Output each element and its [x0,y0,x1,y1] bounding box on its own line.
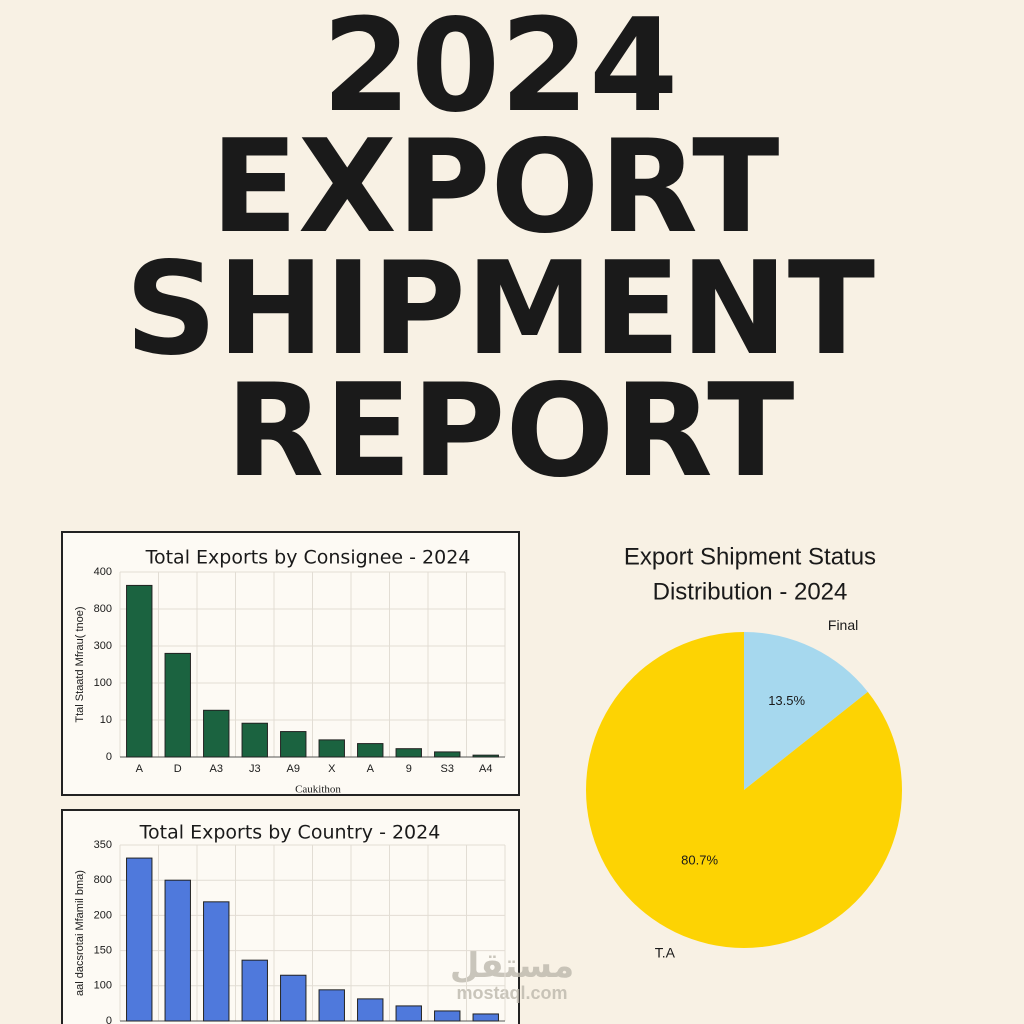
bar [357,998,384,1022]
value-label: 80.7% [681,853,718,868]
y-tick-label: 350 [94,839,112,851]
bar [241,959,268,1022]
bar [395,748,422,758]
y-tick-label: 800 [94,874,112,886]
bar [318,989,345,1022]
bar [241,722,268,758]
bar [280,731,307,758]
y-tick-label: 800 [94,603,112,615]
value-label: 13.5% [768,693,805,708]
bar [434,751,461,758]
chart-title: Distribution - 2024 [653,578,848,605]
watermark: mostaql.com [456,983,567,1003]
y-tick-label: 400 [94,566,112,578]
y-tick-label: 200 [94,909,112,921]
slice-label: T.A [655,944,676,960]
y-tick-label: 100 [94,677,112,689]
x-tick-label: A3 [210,763,223,775]
y-tick-label: 150 [94,945,112,957]
x-tick-label: 9 [406,763,412,775]
y-tick-label: 10 [100,714,112,726]
chart-title: Total Exports by Country - 2024 [139,822,441,844]
x-tick-label: S3 [441,763,454,775]
x-tick-label: A9 [287,763,300,775]
title-line: EXPORT [211,113,780,262]
bar [472,754,499,758]
title-line: REPORT [226,357,795,506]
y-tick-label: 0 [106,1015,112,1024]
slice-label: Final [828,617,858,633]
bar [395,1005,422,1022]
pie-slice [586,632,902,949]
bar [126,857,153,1022]
bar [357,743,384,758]
x-tick-label: A [367,763,375,775]
title-line: SHIPMENT [125,235,875,384]
bar [203,901,230,1022]
bar [280,974,307,1022]
watermark: مستقل [450,947,574,985]
bar [318,739,345,758]
title-line: 2024 [322,0,678,141]
pie-slice [744,632,868,790]
bar [164,652,191,758]
chart-title: Export Shipment Status [624,543,876,570]
bar [434,1010,461,1022]
chart-title: Total Exports by Consignee - 2024 [145,547,471,569]
x-tick-label: A [136,763,144,775]
y-tick-label: 300 [94,640,112,652]
x-tick-label: X [328,763,336,775]
bar [472,1013,499,1022]
bar [126,584,153,758]
x-tick-label: A4 [479,763,492,775]
bar [203,709,230,758]
y-tick-label: 100 [94,980,112,992]
bar [164,879,191,1022]
x-axis-label: Caukithon [295,784,341,796]
y-tick-label: 0 [106,751,112,763]
y-axis-label: aal dacsrotai Mfamil bma) [74,870,86,996]
x-tick-label: D [174,763,182,775]
y-axis-label: Ttal Staatd Mfrau( tnoe) [74,606,86,722]
x-tick-label: J3 [249,763,261,775]
